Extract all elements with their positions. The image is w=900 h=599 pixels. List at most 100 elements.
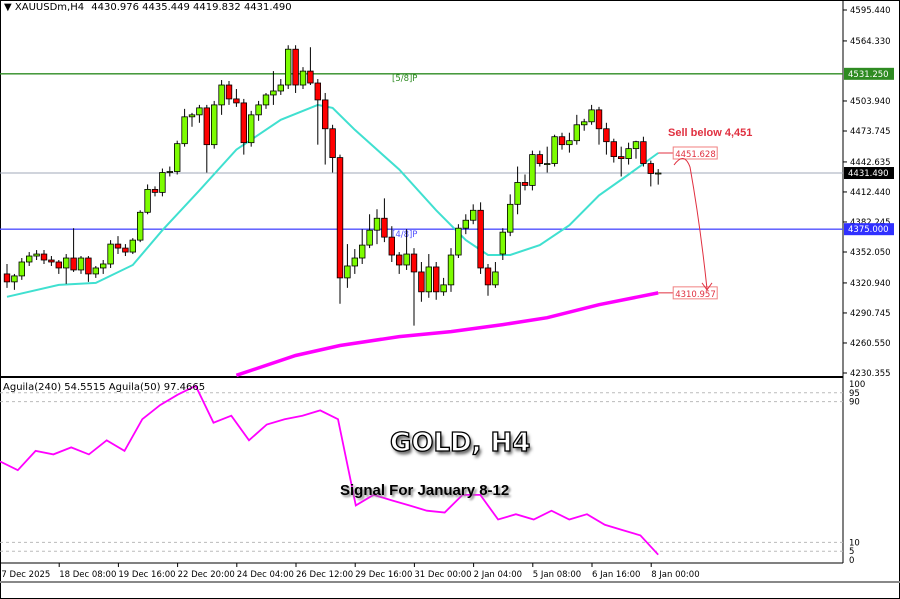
candle: [85, 256, 92, 282]
candle: [40, 250, 48, 264]
candle: [647, 160, 654, 187]
price-tick-label: 4442.635: [850, 158, 891, 168]
candle: [588, 104, 595, 125]
candle-body: [558, 136, 566, 146]
candle-body: [381, 217, 388, 238]
candle-body: [33, 253, 40, 257]
level-price-box: [844, 167, 894, 180]
candle-body: [595, 109, 603, 130]
candle-body: [144, 189, 151, 213]
candle: [447, 248, 455, 292]
candle: [129, 238, 136, 255]
candle: [455, 224, 462, 259]
candle-body: [403, 253, 410, 266]
candle-body: [358, 244, 366, 259]
candle: [151, 186, 159, 197]
candle-body: [136, 211, 144, 241]
candle-body: [499, 231, 506, 255]
candle: [566, 132, 573, 153]
overlay-subtitle: Signal For January 8-12: [340, 482, 510, 499]
level-price-label: 4531.250: [848, 70, 889, 80]
time-tick-label: 22 Dec 20:00: [178, 570, 235, 580]
candle: [77, 256, 85, 274]
candle-body: [25, 255, 33, 263]
price-tick-label: 4412.440: [850, 188, 891, 198]
candle: [181, 108, 188, 147]
candle-body: [351, 257, 358, 267]
annotation-label: 4451.628: [675, 150, 716, 160]
annotation-box: [672, 286, 718, 300]
price-tick-label: 4352.050: [850, 248, 891, 258]
price-tick-label: 4320.940: [850, 279, 891, 289]
candle: [210, 100, 218, 149]
candle-body: [255, 104, 262, 116]
slow-moving-average-line: [235, 291, 659, 377]
candle: [203, 104, 210, 173]
candle: [100, 260, 107, 274]
collapse-triangle-icon[interactable]: ▼: [4, 2, 12, 13]
candle: [529, 150, 536, 191]
level-price-label: 4375.000: [848, 225, 889, 235]
candle-body: [77, 257, 85, 271]
candle-body: [11, 275, 18, 283]
candle-body: [655, 172, 662, 175]
candle-body: [506, 203, 514, 233]
candle-body: [159, 172, 166, 193]
candle: [233, 88, 240, 107]
candle: [144, 184, 151, 215]
candle: [492, 261, 499, 288]
candle: [418, 261, 425, 302]
fast-moving-average-line: [6, 103, 659, 298]
candle: [618, 146, 625, 177]
candle-body: [225, 84, 233, 100]
candle-body: [307, 70, 314, 84]
candle: [247, 110, 255, 147]
candle: [366, 214, 373, 249]
time-tick-label: 31 Dec 00:00: [414, 570, 471, 580]
indicator-tick-label: 100: [849, 380, 865, 390]
overlay-title: GOLD, H4: [389, 427, 531, 458]
candle: [410, 248, 418, 326]
candle: [625, 142, 632, 165]
candle: [107, 240, 114, 268]
candle-body: [440, 284, 447, 293]
candle-body: [625, 148, 632, 159]
candle: [432, 261, 440, 300]
candle-body: [336, 157, 344, 279]
annotation-label: 4310.957: [675, 290, 716, 300]
price-tick-label: 4595.440: [850, 6, 891, 16]
time-tick-label: 24 Dec 04:00: [237, 570, 294, 580]
candle-body: [618, 156, 625, 159]
symbol-header: ▼ XAUUSDm,H4 4430.976 4435.449 4419.832 …: [4, 2, 292, 13]
level-name-label: [4/8]P: [392, 230, 417, 240]
candle: [55, 260, 62, 274]
price-tick-label: 4290.745: [850, 309, 891, 319]
candle-body: [3, 273, 11, 283]
ohlc-readout: 4430.976 4435.449 4419.832 4431.490: [91, 2, 292, 13]
candle: [484, 263, 492, 296]
candle: [321, 92, 329, 165]
candle-body: [114, 243, 122, 249]
sell-note: Sell below 4,451: [668, 127, 753, 139]
candle-body: [588, 109, 595, 123]
candle-body: [373, 217, 381, 231]
candle-body: [432, 266, 440, 293]
price-tick-label: 4473.745: [850, 127, 891, 137]
candle: [595, 106, 603, 145]
candle-body: [640, 141, 647, 164]
candle-body: [85, 257, 92, 275]
time-tick-label: 2 Jan 04:00: [474, 570, 522, 580]
time-tick-label: 5 Jan 08:00: [533, 570, 581, 580]
candle-body: [18, 261, 25, 277]
candle-body: [40, 253, 48, 261]
candle-body: [344, 265, 351, 279]
candle-body: [277, 84, 284, 92]
candle: [344, 244, 351, 288]
candle-body: [610, 141, 617, 157]
candle-body: [329, 128, 336, 158]
candle-body: [92, 267, 99, 275]
candle-body: [314, 82, 321, 101]
candle: [499, 228, 506, 261]
candle: [159, 168, 166, 197]
